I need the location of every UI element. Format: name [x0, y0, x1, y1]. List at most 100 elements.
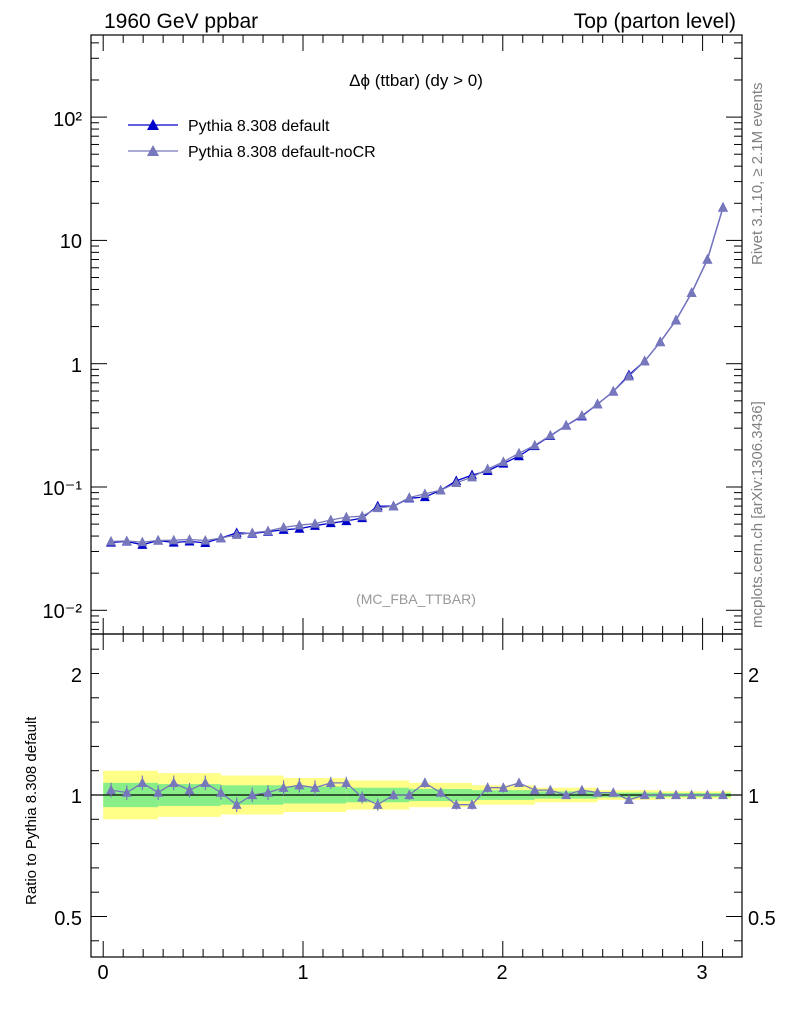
data-point-1	[702, 253, 713, 264]
ratio-point-0	[184, 784, 195, 795]
data-point-1	[325, 514, 336, 525]
data-point-1	[467, 471, 477, 482]
ratio-point-0	[404, 789, 415, 800]
ratio-point-0	[153, 787, 164, 797]
data-point-1	[247, 527, 258, 537]
x-tick-label-3: 3	[696, 962, 707, 984]
ratio-point-0	[623, 794, 634, 804]
ratio-point-0	[435, 787, 446, 797]
data-point-1	[121, 535, 132, 546]
ratio-point-0	[247, 789, 258, 800]
legend-entry-default: Pythia 8.308 default	[128, 118, 330, 135]
ratio-point-0	[372, 799, 383, 809]
data-point-1	[639, 355, 650, 366]
ratio-point-0	[200, 777, 211, 787]
y-tick-label-1e2: 10²	[53, 109, 82, 131]
ratio-point-0	[325, 777, 336, 787]
y-tick-label-1e-1: 10⁻¹	[43, 478, 83, 500]
ratio-y-ticks	[91, 648, 742, 942]
data-point-1	[372, 502, 383, 513]
data-point-1	[514, 447, 524, 458]
ratio-point-0	[561, 789, 572, 800]
ratio-y-tick-label-2-right: 2	[748, 665, 759, 687]
x-tick-label-1: 1	[297, 962, 308, 984]
ratio-point-0	[419, 777, 430, 787]
data-point-1	[404, 492, 415, 502]
legend-label-nocr: Pythia 8.308 default-noCR	[188, 144, 376, 161]
data-point-1	[310, 518, 320, 528]
x-tick-label-2: 2	[496, 962, 507, 984]
ratio-point-0	[592, 787, 603, 797]
ratio-point-0	[451, 799, 462, 809]
ratio-point-0	[215, 787, 226, 797]
ratio-point-0	[310, 782, 320, 792]
data-point-1	[388, 500, 399, 511]
ratio-point-0	[686, 789, 697, 800]
legend-marker-nocr	[147, 145, 159, 156]
legend-marker-default	[147, 119, 159, 130]
data-point-1	[106, 535, 116, 546]
side-label-lower: mcplots.cern.ch [arXiv:1306.3436]	[749, 401, 766, 628]
legend-label-default: Pythia 8.308 default	[188, 118, 330, 135]
ratio-point-0	[121, 787, 132, 797]
data-point-1	[451, 477, 462, 488]
ratio-panel: Ratio to Pythia 8.308 default 0.5 1 2 0.…	[23, 633, 776, 984]
ratio-y-tick-label-2-left: 2	[71, 665, 82, 687]
y-tick-label-1e-2: 10⁻²	[43, 601, 83, 623]
ratio-point-0	[168, 777, 179, 787]
ratio-x-ticks	[102, 634, 724, 957]
data-point-1	[294, 519, 305, 530]
ratio-point-0	[278, 782, 289, 792]
data-point-1	[498, 456, 509, 466]
ratio-ylabel: Ratio to Pythia 8.308 default	[23, 716, 40, 905]
ratio-point-0	[718, 789, 728, 800]
data-point-1	[623, 370, 634, 381]
ratio-point-0	[106, 784, 116, 795]
main-series-layer	[106, 201, 728, 549]
data-point-1	[278, 521, 289, 532]
ratio-point-0	[263, 787, 273, 797]
ratio-point-0	[576, 784, 587, 795]
header-left: 1960 GeV ppbar	[104, 10, 258, 33]
data-point-1	[137, 536, 148, 547]
data-point-1	[168, 534, 179, 545]
main-title: Δϕ (ttbar) (dy > 0)	[349, 71, 483, 90]
ratio-point-0	[545, 784, 556, 795]
ratio-y-tick-label-0.5-right: 0.5	[748, 908, 776, 930]
ratio-point-0	[482, 782, 493, 792]
ratio-series-layer	[106, 775, 728, 813]
ratio-point-0	[294, 779, 305, 790]
data-point-1	[529, 439, 540, 450]
data-point-1	[482, 463, 493, 474]
ratio-point-0	[467, 799, 477, 809]
data-point-1	[561, 420, 572, 430]
ratio-y-tick-label-0.5-left: 0.5	[54, 908, 82, 930]
y-tick-label-1: 1	[71, 355, 82, 377]
legend: Pythia 8.308 default Pythia 8.308 defaul…	[128, 118, 376, 161]
x-tick-label-0: 0	[97, 962, 108, 984]
data-point-1	[153, 535, 164, 545]
data-point-1	[215, 532, 226, 543]
ratio-line-0	[110, 782, 723, 806]
data-point-1	[263, 525, 273, 536]
side-label-upper: Rivet 3.1.10, ≥ 2.1M events	[749, 83, 766, 266]
ratio-point-0	[639, 789, 650, 800]
ratio-y-tick-label-1-left: 1	[71, 786, 82, 808]
ratio-point-0	[388, 789, 399, 800]
ratio-point-0	[702, 789, 713, 800]
data-point-1	[718, 201, 728, 212]
ratio-point-0	[671, 789, 681, 800]
data-point-1	[435, 484, 446, 495]
ratio-point-0	[655, 789, 666, 800]
ratio-point-0	[514, 777, 524, 787]
data-point-1	[341, 511, 352, 522]
ratio-point-0	[498, 782, 509, 792]
data-point-1	[576, 410, 587, 420]
data-point-1	[671, 314, 681, 325]
header-right: Top (parton level)	[574, 10, 736, 33]
legend-entry-nocr: Pythia 8.308 default-noCR	[128, 144, 376, 161]
ratio-point-0	[357, 791, 368, 802]
data-point-1	[545, 429, 556, 440]
series-line-1	[110, 207, 724, 543]
main-y-ticks	[91, 42, 742, 630]
